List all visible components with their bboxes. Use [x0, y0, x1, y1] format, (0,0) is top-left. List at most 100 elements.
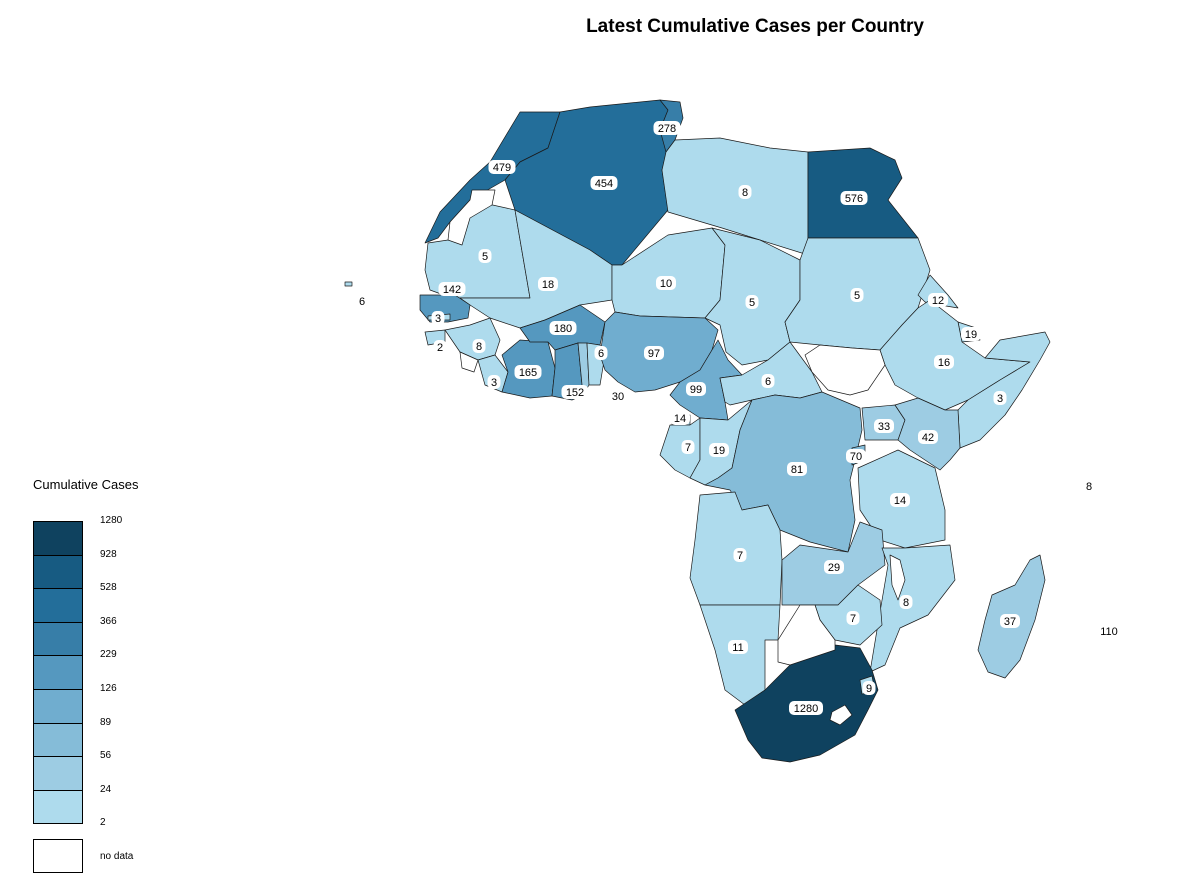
country-label-mauritius: 110 [1095, 624, 1123, 638]
country-label-gambia: 3 [431, 311, 445, 325]
country-label-ghana: 152 [561, 385, 589, 399]
country-label-eritrea: 12 [928, 293, 948, 307]
country-label-liberia: 3 [487, 375, 501, 389]
svg-text:142: 142 [443, 284, 461, 296]
svg-text:30: 30 [612, 391, 624, 403]
nodata-south-sudan [804, 344, 886, 396]
country-label-togo: 30 [608, 389, 628, 403]
country-somalia [957, 331, 1051, 449]
svg-text:8: 8 [742, 187, 748, 199]
svg-text:8: 8 [1086, 481, 1092, 493]
svg-text:576: 576 [845, 193, 863, 205]
nodata-botswana [777, 604, 836, 666]
country-label-guinea: 8 [472, 339, 486, 353]
legend-break-label: 2 [100, 817, 106, 829]
svg-text:2: 2 [437, 342, 443, 354]
country-label-morocco: 479 [488, 160, 516, 174]
svg-text:16: 16 [938, 357, 950, 369]
country-label-mali: 18 [538, 277, 558, 291]
country-label-cabo-verde: 6 [355, 294, 369, 308]
legend-break-label: 24 [100, 783, 112, 795]
svg-text:6: 6 [765, 376, 771, 388]
svg-text:6: 6 [598, 348, 604, 360]
country-dr-congo [704, 391, 863, 553]
svg-text:37: 37 [1004, 616, 1016, 628]
nodata-lesotho [829, 704, 853, 726]
nodata-malawi [889, 554, 906, 601]
svg-text:81: 81 [791, 464, 803, 476]
country-label-madagascar: 37 [1000, 614, 1020, 628]
svg-text:5: 5 [749, 297, 755, 309]
svg-text:14: 14 [674, 413, 686, 425]
country-label-seychelles: 8 [1082, 479, 1096, 493]
country-label-niger: 10 [656, 276, 676, 290]
svg-text:5: 5 [482, 251, 488, 263]
svg-text:70: 70 [850, 451, 862, 463]
country-label-mauritania: 5 [478, 249, 492, 263]
legend-swatch [33, 588, 83, 623]
svg-text:3: 3 [491, 377, 497, 389]
country-label-congo: 19 [709, 443, 729, 457]
country-label-cote-d-ivoire: 165 [514, 365, 542, 379]
country-angola [689, 491, 783, 606]
svg-text:6: 6 [359, 296, 365, 308]
svg-text:3: 3 [435, 313, 441, 325]
legend-swatch [33, 621, 83, 657]
country-label-eswatini: 9 [862, 681, 876, 695]
country-label-zambia: 29 [824, 560, 844, 574]
legend-swatch [33, 554, 83, 590]
country-cabo-verde [344, 281, 353, 287]
nodata-sierra-leone [459, 351, 479, 373]
legend-break-label: 229 [100, 649, 117, 661]
svg-text:165: 165 [519, 367, 537, 379]
legend-break-label: 366 [100, 615, 117, 627]
svg-text:9: 9 [866, 683, 872, 695]
country-label-dr-congo: 81 [787, 462, 807, 476]
country-label-namibia: 11 [728, 640, 748, 654]
country-label-gabon: 7 [681, 440, 695, 454]
svg-text:12: 12 [932, 295, 944, 307]
svg-text:7: 7 [850, 613, 856, 625]
legend-swatch [33, 789, 83, 825]
svg-text:8: 8 [903, 597, 909, 609]
country-label-zimbabwe: 7 [846, 611, 860, 625]
svg-text:99: 99 [690, 384, 702, 396]
map-title: Latest Cumulative Cases per Country [586, 16, 924, 37]
legend-nodata-swatch [33, 839, 83, 873]
country-label-egypt: 576 [840, 191, 868, 205]
country-label-guinea-bissau: 2 [433, 340, 447, 354]
country-label-rwanda: 70 [846, 449, 866, 463]
svg-text:454: 454 [595, 178, 613, 190]
country-label-somalia: 3 [993, 391, 1007, 405]
svg-text:278: 278 [658, 123, 676, 135]
svg-text:19: 19 [965, 329, 977, 341]
country-label-angola: 7 [733, 548, 747, 562]
country-label-equatorial-guinea: 14 [670, 411, 690, 425]
legend-nodata-label: no data [100, 851, 134, 862]
country-label-senegal: 142 [438, 282, 466, 296]
svg-text:3: 3 [997, 393, 1003, 405]
legend-break-label: 89 [100, 716, 112, 728]
country-label-djibouti: 19 [961, 327, 981, 341]
country-label-sudan: 5 [850, 288, 864, 302]
country-label-chad: 5 [745, 295, 759, 309]
svg-text:1280: 1280 [794, 703, 818, 715]
svg-text:29: 29 [828, 562, 840, 574]
svg-text:11: 11 [732, 642, 743, 654]
country-label-south-africa: 1280 [789, 701, 823, 715]
svg-text:42: 42 [922, 432, 934, 444]
country-label-tanzania: 14 [890, 493, 910, 507]
legend-swatch [33, 722, 83, 758]
legend-title: Cumulative Cases [33, 477, 139, 492]
country-label-ethiopia: 16 [934, 355, 954, 369]
country-label-burkina-faso: 180 [549, 321, 577, 335]
country-label-libya: 8 [738, 185, 752, 199]
svg-text:7: 7 [737, 550, 743, 562]
legend-break-label: 928 [100, 548, 117, 560]
svg-text:180: 180 [554, 323, 572, 335]
country-label-algeria: 454 [590, 176, 618, 190]
legend-swatch [33, 756, 83, 791]
svg-text:14: 14 [894, 495, 906, 507]
legend-swatch [33, 521, 83, 556]
